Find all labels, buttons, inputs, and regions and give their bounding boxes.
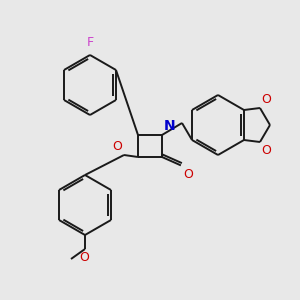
Text: N: N — [164, 119, 176, 133]
Text: O: O — [79, 251, 89, 264]
Text: O: O — [183, 168, 193, 181]
Text: O: O — [261, 93, 271, 106]
Text: F: F — [86, 36, 94, 49]
Text: O: O — [261, 144, 271, 157]
Text: O: O — [112, 140, 122, 153]
